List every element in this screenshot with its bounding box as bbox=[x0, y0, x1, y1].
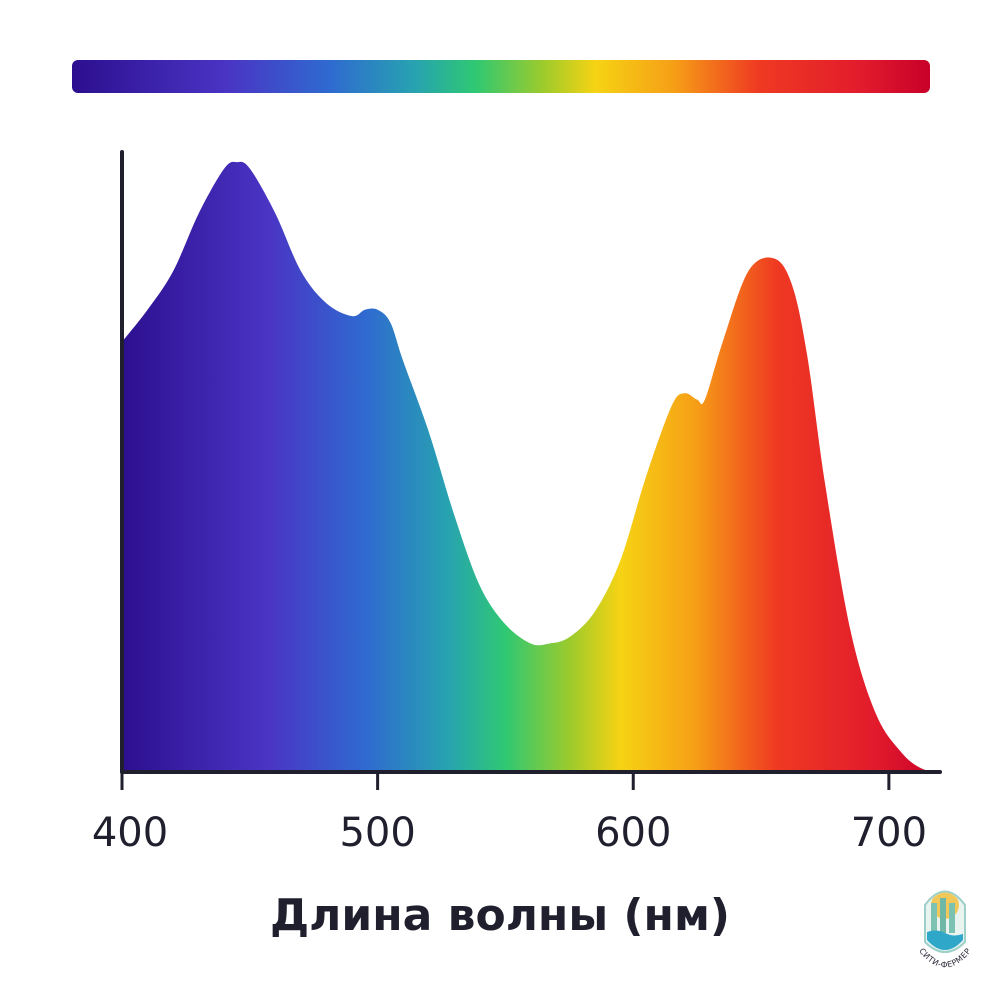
x-axis-title: Длина волны (нм) bbox=[270, 890, 730, 941]
x-ticks: 400 500 600 700 bbox=[92, 772, 927, 856]
city-farmer-logo: СИТИ-ФЕРМЕР bbox=[917, 890, 972, 970]
x-tick-label-600: 600 bbox=[595, 810, 671, 856]
spectrum-bar bbox=[72, 60, 930, 93]
x-tick-label-400: 400 bbox=[92, 810, 168, 856]
x-tick-label-700: 700 bbox=[851, 810, 927, 856]
logo-building-icon bbox=[931, 903, 937, 933]
x-tick-label-500: 500 bbox=[339, 810, 415, 856]
spectrum-area bbox=[122, 161, 940, 772]
logo-water-icon bbox=[927, 930, 963, 950]
